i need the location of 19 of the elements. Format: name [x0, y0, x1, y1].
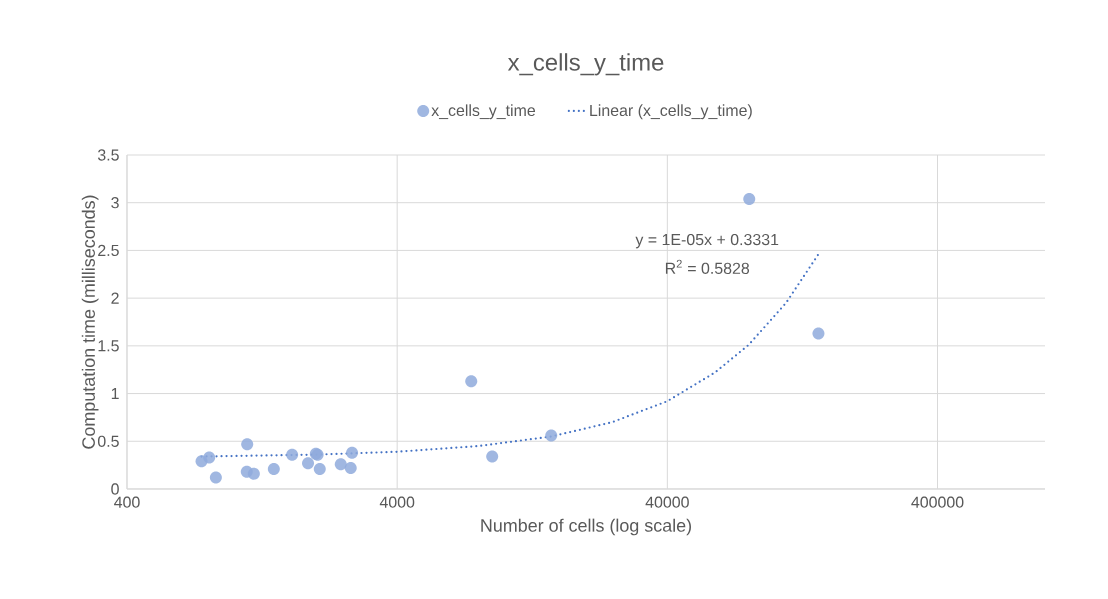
y-axis-title: Computation time (milliseconds)	[81, 195, 99, 449]
x-tick-label: 400	[114, 496, 140, 508]
y-tick-label: 1	[111, 388, 119, 400]
y-tick-label: 0	[111, 483, 119, 495]
legend-label: x_cells_y_time	[431, 104, 536, 120]
y-tick-label: 2.5	[98, 244, 119, 257]
y-tick-label: 2	[111, 292, 119, 304]
y-tick-label: 3.5	[97, 149, 119, 161]
y-tick-label: 1.5	[98, 340, 119, 352]
annotation: R$^{2}$ = 0.5828	[665, 259, 750, 274]
chart-title: x_cells_y_time	[507, 53, 664, 76]
x-tick-label: 400000	[911, 496, 964, 508]
x-tick-label: 40000	[645, 496, 689, 508]
x-axis-title: Number of cells (log scale)	[481, 518, 691, 536]
x-tick-label: 4000	[379, 496, 415, 508]
y-tick-label: 0.5	[97, 435, 119, 447]
y-tick-label: 3	[111, 197, 119, 209]
legend-label: Linear (x_cells_y_time)	[590, 104, 752, 120]
annotation: y = 1E-05x + 0.3331	[635, 233, 779, 249]
